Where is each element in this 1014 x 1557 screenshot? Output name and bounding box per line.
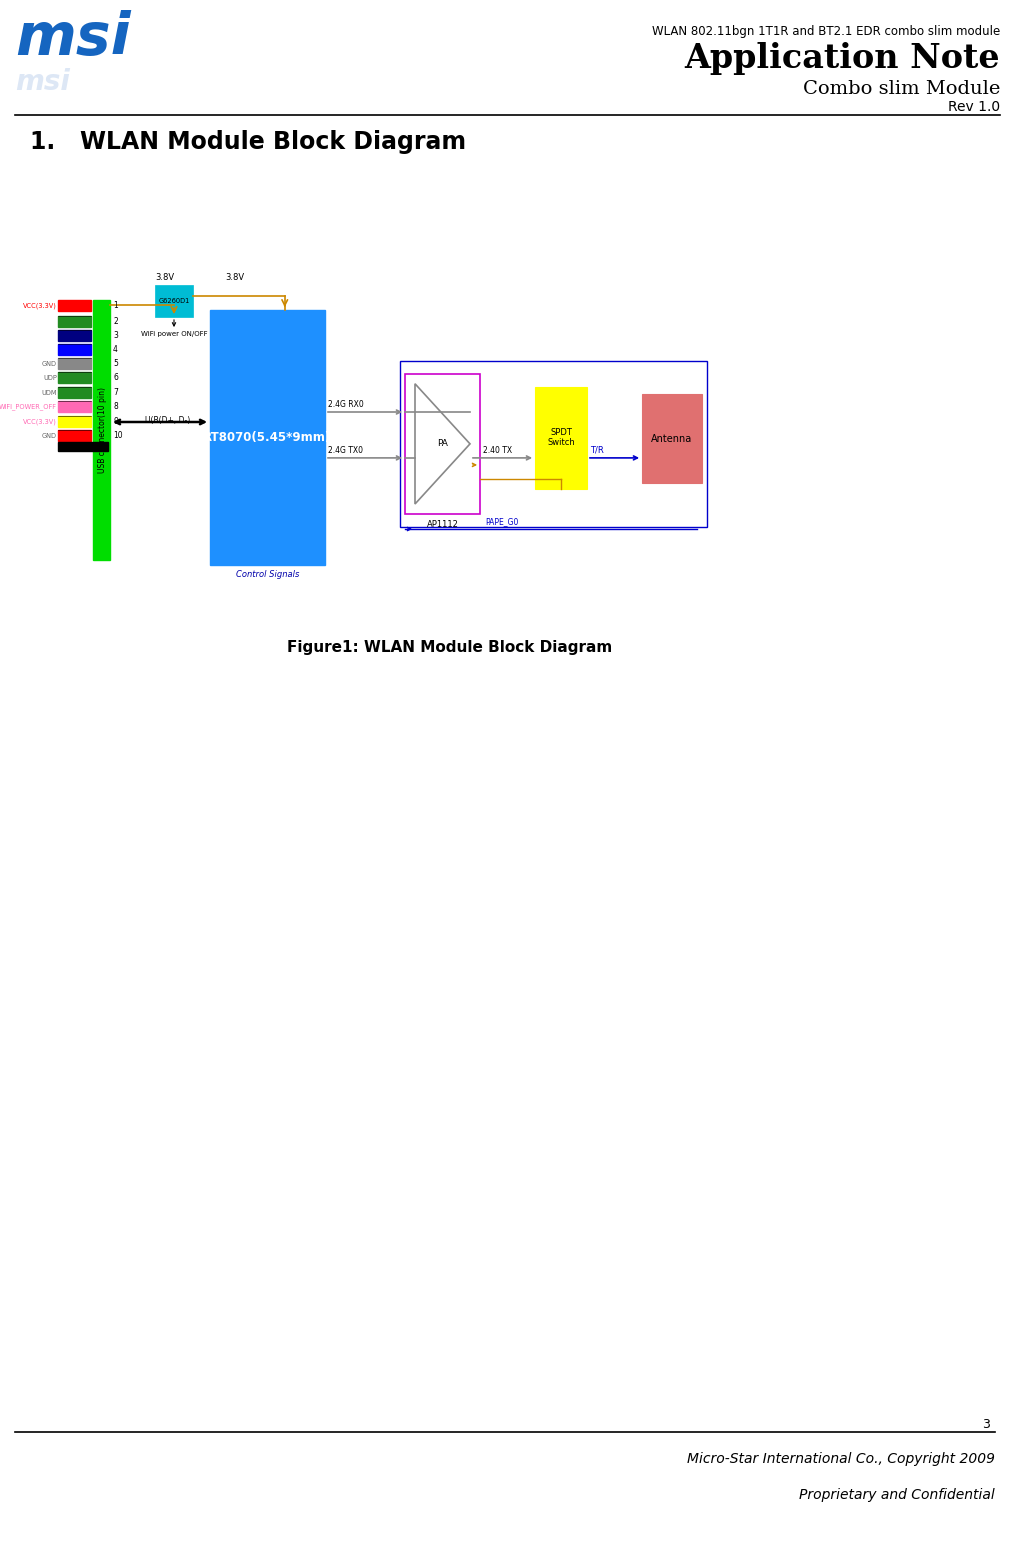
Bar bbox=[642, 394, 702, 483]
Text: 3: 3 bbox=[113, 332, 118, 339]
Bar bbox=[58, 316, 91, 327]
Text: Figure1: WLAN Module Block Diagram: Figure1: WLAN Module Block Diagram bbox=[287, 640, 612, 655]
Bar bbox=[58, 402, 91, 413]
Text: msi: msi bbox=[15, 69, 70, 97]
Bar bbox=[58, 358, 91, 369]
Text: Micro-Star International Co., Copyright 2009: Micro-Star International Co., Copyright … bbox=[687, 1453, 995, 1467]
Text: GND: GND bbox=[42, 433, 57, 439]
Text: USB connector(10 pin): USB connector(10 pin) bbox=[98, 388, 107, 473]
Text: Combo slim Module: Combo slim Module bbox=[803, 79, 1000, 98]
Text: Proprietary and Confidential: Proprietary and Confidential bbox=[799, 1488, 995, 1503]
Text: UDP: UDP bbox=[44, 375, 57, 380]
Bar bbox=[535, 386, 587, 489]
Text: AP1112: AP1112 bbox=[427, 520, 458, 529]
Text: T/R: T/R bbox=[590, 445, 603, 455]
Bar bbox=[58, 442, 108, 452]
Text: UDM: UDM bbox=[42, 389, 57, 395]
Text: WIFI_POWER_OFF: WIFI_POWER_OFF bbox=[0, 403, 57, 409]
Bar bbox=[58, 388, 91, 399]
Text: U(B(D+, D-): U(B(D+, D-) bbox=[145, 416, 191, 425]
Text: G6260D1: G6260D1 bbox=[158, 297, 190, 304]
Text: WLAN 802.11bgn 1T1R and BT2.1 EDR combo slim module: WLAN 802.11bgn 1T1R and BT2.1 EDR combo … bbox=[652, 25, 1000, 37]
Text: 9: 9 bbox=[113, 417, 118, 427]
Text: 2.4G TX0: 2.4G TX0 bbox=[328, 445, 363, 455]
Text: 8: 8 bbox=[113, 402, 118, 411]
Bar bbox=[58, 416, 91, 427]
Bar bbox=[58, 430, 91, 441]
Text: GND: GND bbox=[42, 361, 57, 366]
Text: 7: 7 bbox=[113, 388, 118, 397]
Text: VCC(3.3V): VCC(3.3V) bbox=[23, 419, 57, 425]
Text: Control Signals: Control Signals bbox=[236, 570, 299, 579]
Bar bbox=[405, 374, 480, 514]
Bar bbox=[58, 372, 91, 383]
Text: WiFi power ON/OFF: WiFi power ON/OFF bbox=[141, 332, 207, 336]
Text: 2.40 TX: 2.40 TX bbox=[483, 445, 512, 455]
Text: Application Note: Application Note bbox=[684, 42, 1000, 75]
Bar bbox=[58, 344, 91, 355]
Text: PAPE_G0: PAPE_G0 bbox=[485, 517, 518, 526]
Text: 3: 3 bbox=[983, 1418, 990, 1431]
Text: 4: 4 bbox=[113, 346, 118, 353]
Text: PA: PA bbox=[437, 439, 448, 448]
Text: 2.4G RX0: 2.4G RX0 bbox=[328, 400, 364, 409]
Text: 10: 10 bbox=[113, 431, 123, 441]
Bar bbox=[93, 301, 110, 561]
Text: 1: 1 bbox=[113, 301, 118, 310]
Bar bbox=[58, 330, 91, 341]
Text: 3.8V: 3.8V bbox=[155, 272, 174, 282]
Bar bbox=[210, 310, 325, 565]
Text: 1.   WLAN Module Block Diagram: 1. WLAN Module Block Diagram bbox=[30, 129, 466, 154]
Text: 2: 2 bbox=[113, 318, 118, 325]
Bar bbox=[400, 361, 707, 526]
Text: 3.8V: 3.8V bbox=[225, 272, 244, 282]
Bar bbox=[155, 285, 193, 318]
Text: Rev 1.0: Rev 1.0 bbox=[948, 100, 1000, 114]
Text: Antenna: Antenna bbox=[651, 434, 693, 444]
Text: 5: 5 bbox=[113, 360, 118, 367]
Text: msi: msi bbox=[15, 9, 131, 67]
Text: RT8070(5.45*9mm): RT8070(5.45*9mm) bbox=[204, 431, 332, 444]
Text: 6: 6 bbox=[113, 374, 118, 381]
Bar bbox=[58, 301, 91, 311]
Text: VCC(3.3V): VCC(3.3V) bbox=[23, 302, 57, 308]
Text: SPDT
Switch: SPDT Switch bbox=[548, 428, 575, 447]
